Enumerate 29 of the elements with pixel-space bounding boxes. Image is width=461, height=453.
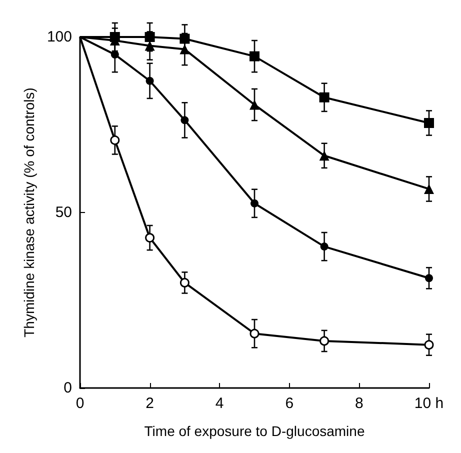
point — [424, 340, 434, 350]
point — [424, 118, 434, 128]
x-tick-label: 6 — [285, 395, 294, 412]
point — [180, 44, 190, 54]
point — [145, 233, 155, 243]
point — [425, 274, 433, 282]
y-tick-label: 0 — [64, 380, 72, 396]
point — [320, 336, 330, 346]
x-axis-title: Time of exposure to D-glucosamine — [144, 423, 365, 439]
point — [146, 76, 154, 85]
x-tick-label: 10 h — [414, 395, 444, 412]
point — [180, 116, 189, 124]
point — [319, 92, 330, 102]
x-tick-label: 8 — [355, 395, 364, 412]
x-tick-label: 4 — [215, 395, 224, 412]
point — [250, 100, 260, 110]
point — [180, 278, 190, 288]
point — [319, 150, 330, 161]
point — [110, 135, 120, 145]
point — [250, 328, 260, 338]
point — [250, 51, 260, 62]
y-tick-label: 100 — [46, 28, 72, 46]
x-tick-label: 0 — [76, 395, 84, 412]
y-axis-title: Thymidine kinase activity (% of controls) — [21, 88, 37, 338]
point — [320, 242, 328, 251]
x-tick-label: 2 — [146, 395, 154, 412]
y-tick-label: 50 — [55, 204, 72, 221]
point — [250, 199, 258, 208]
point — [424, 184, 434, 194]
